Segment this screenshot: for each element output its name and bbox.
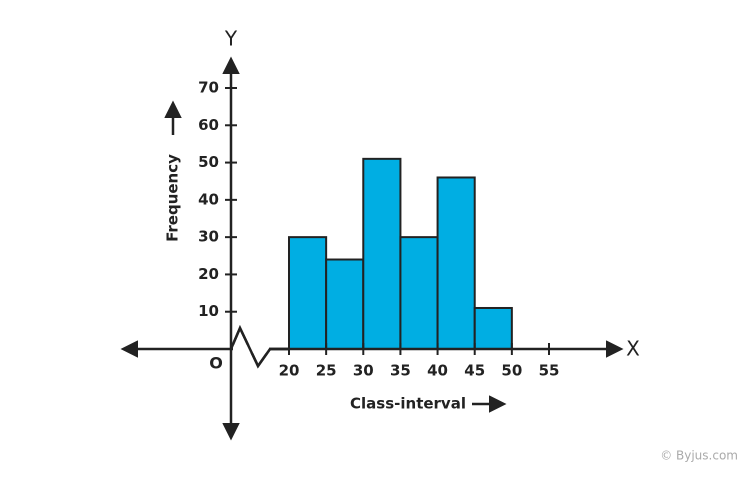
origin-label: O bbox=[209, 354, 223, 373]
y-tick-label: 40 bbox=[198, 190, 219, 208]
bar bbox=[473, 306, 513, 351]
x-tick-label: 25 bbox=[316, 362, 337, 380]
x-tick-label: 35 bbox=[390, 362, 411, 380]
x-tick-label: 55 bbox=[539, 362, 560, 380]
y-tick-label: 20 bbox=[198, 265, 219, 283]
bar bbox=[288, 236, 328, 350]
y-tick-label: 30 bbox=[198, 228, 219, 246]
y-tick-label: 10 bbox=[198, 302, 219, 320]
y-tick-label: 60 bbox=[198, 116, 219, 134]
y-tick-label: 50 bbox=[198, 153, 219, 171]
x-tick-label: 20 bbox=[279, 362, 300, 380]
bar bbox=[399, 236, 439, 350]
watermark: © Byjus.com bbox=[660, 449, 738, 463]
x-tick-label: 40 bbox=[427, 362, 448, 380]
x-axis-label: Class-interval bbox=[350, 395, 466, 413]
y-tick-label: 70 bbox=[198, 79, 219, 97]
x-tick-label: 30 bbox=[353, 362, 374, 380]
y-axis-label: Frequency bbox=[164, 154, 182, 242]
bar bbox=[362, 157, 402, 350]
x-tick-label: 50 bbox=[501, 362, 522, 380]
y-axis-letter: Y bbox=[224, 27, 238, 51]
x-axis-letter: X bbox=[626, 337, 640, 361]
bar bbox=[325, 258, 365, 350]
x-tick-label: 45 bbox=[464, 362, 485, 380]
bar bbox=[436, 176, 476, 350]
axis-break bbox=[229, 324, 289, 369]
